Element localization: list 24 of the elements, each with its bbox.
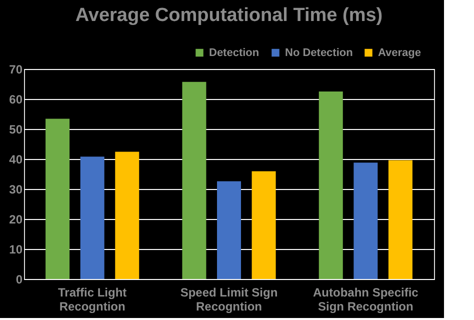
x-tick-label: Speed Limit Sign Recogntion bbox=[180, 286, 278, 314]
y-tick-label: 0 bbox=[16, 272, 23, 286]
bar bbox=[217, 181, 241, 279]
bar bbox=[318, 92, 343, 279]
x-tick-label: Autobahn Specific Sign Recogntion bbox=[312, 286, 419, 314]
y-tick-label: 60 bbox=[9, 92, 23, 106]
bar bbox=[182, 82, 206, 279]
y-tick-label: 30 bbox=[9, 182, 23, 196]
bar bbox=[115, 152, 140, 279]
bar bbox=[388, 160, 412, 279]
y-tick-label: 10 bbox=[9, 242, 23, 256]
legend-label: Average bbox=[378, 46, 422, 59]
bar bbox=[80, 156, 104, 279]
y-tick-label: 20 bbox=[9, 212, 23, 226]
legend-label: Detection bbox=[209, 46, 260, 59]
x-tick-label: Traffic Light Recogntion bbox=[58, 286, 127, 314]
bar bbox=[354, 162, 378, 279]
bar bbox=[252, 171, 276, 279]
y-tick-label: 40 bbox=[9, 152, 23, 166]
legend-label: No Detection bbox=[285, 46, 354, 59]
y-tick-label: 70 bbox=[9, 62, 23, 76]
y-tick-label: 50 bbox=[9, 122, 23, 136]
bar bbox=[46, 118, 70, 279]
chart-title: Average Computational Time (ms) bbox=[75, 5, 383, 26]
